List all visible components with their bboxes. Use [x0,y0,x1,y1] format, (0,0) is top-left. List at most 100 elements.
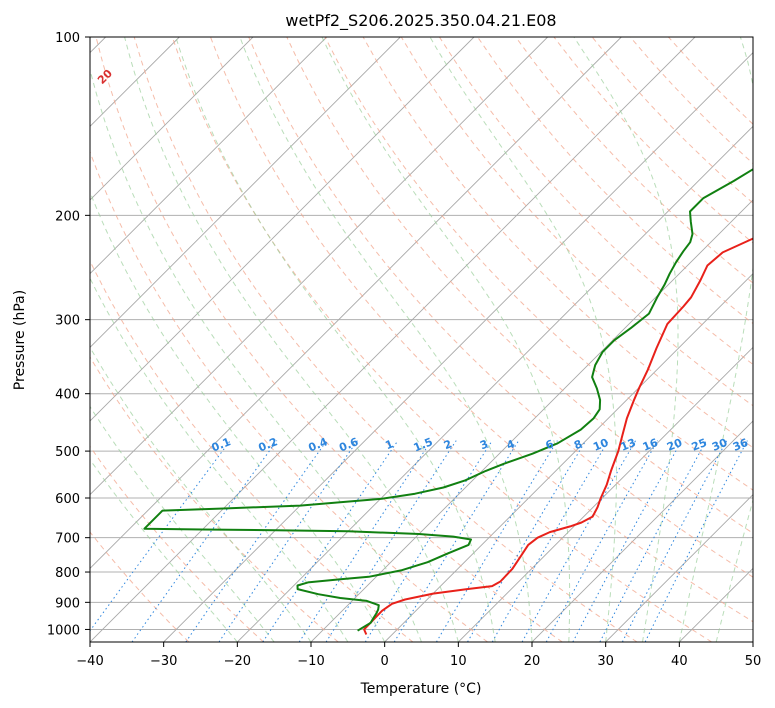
dry-adiabat-line [591,37,753,204]
moist-adiabat-line [90,458,238,642]
y-tick-label: 100 [55,31,80,46]
mixing-ratio-line [325,440,457,642]
isotherm-line [679,567,753,642]
mixing-ratio-label: 0.6 [337,435,360,454]
dry-adiabat-line [90,445,264,642]
isotherm-line [163,52,753,642]
isotherm-line [605,494,753,642]
isotherm-line [752,641,753,642]
dry-adiabat-line [248,37,753,578]
profile-lines [143,168,753,635]
y-tick-label: 700 [55,532,80,547]
mixing-ratio-line [393,440,520,642]
isotherm-line [458,346,753,642]
dry-adiabat-line [668,37,753,125]
dry-adiabat-line [133,37,638,642]
dry-adiabat-line [90,259,414,642]
chart-title: wetPf2_S206.2025.350.04.21.E08 [285,11,556,31]
moist-adiabat-line [90,277,349,642]
dry-adiabat-line [90,150,488,642]
dry-adiabat-line [515,37,753,284]
x-tick-label: −10 [297,654,324,669]
mixing-ratio-label: 4 [505,437,517,452]
x-tick-label: −40 [76,654,103,669]
moist-adiabat-line [715,498,753,642]
isotherm-line [90,37,475,422]
mixing-ratio-line [467,440,587,642]
isotherm-line [531,420,753,642]
temperature-line [363,237,753,635]
moist-adiabat-line [321,37,571,642]
mixing-ratio-label: 2 [442,437,454,452]
mixing-ratio-line [621,440,728,642]
mixing-ratio-line [185,440,328,642]
dewpoint-line [143,168,753,632]
x-tick-label: 30 [597,654,614,669]
mixing-ratio-label: 25 [690,436,709,454]
mixing-ratio-label: 0.2 [256,435,279,454]
y-tick-label: 900 [55,596,80,611]
dry-adiabat-line [171,37,712,642]
moist-adiabat-line [90,346,312,642]
x-tick-label: 50 [745,654,762,669]
dry-adiabat-line [400,37,753,407]
x-tick-label: 10 [450,654,467,669]
x-tick-label: 20 [524,654,541,669]
isotherm-line [90,37,401,348]
moist-adiabat-line [678,37,753,642]
background-lines [90,37,753,642]
mixing-ratio-label: 0.1 [210,435,233,454]
x-axis: −40 −30 −20 −10 0 10 20 30 40 50 [76,642,761,669]
y-tick-label: 400 [55,388,80,403]
mixing-ratio-line [599,440,707,642]
mixing-ratio-line [435,440,558,642]
mixing-ratio-line [298,440,432,642]
mixing-ratio-label: 0.4 [306,435,329,454]
x-tick-label: −20 [224,654,251,669]
mixing-ratio-label: 36 [731,436,750,454]
x-tick-label: 0 [381,654,389,669]
mixing-ratio-line [364,440,493,642]
mixing-ratio-line [521,440,637,642]
mixing-ratio-label: 13 [619,436,638,454]
dry-adiabat-line [210,37,753,623]
moist-adiabat-line [429,37,617,642]
moist-adiabat-line [573,37,679,642]
isotherm-line [90,37,696,642]
dry-adiabat-line [286,37,753,534]
dry-adiabat-label: 20 [95,67,115,87]
y-tick-label: 200 [55,209,80,224]
isotherm-line [90,37,622,569]
y-axis-label: Pressure (hPa) [12,290,28,390]
y-tick-label: 1000 [47,623,80,638]
isotherm-line [90,37,327,275]
mixing-ratio-label: 1.5 [412,435,435,454]
mixing-ratio-line [644,440,748,642]
y-tick-label: 500 [55,445,80,460]
dry-adiabat-line [90,531,190,642]
dry-adiabat-line [438,37,753,366]
mixing-ratio-line [545,440,659,642]
dry-adiabat-line [95,37,563,642]
mixing-ratio-label: 30 [710,436,729,454]
moist-adiabat-line [90,405,275,642]
y-tick-label: 300 [55,314,80,329]
moist-adiabat-line [175,37,496,642]
moist-adiabat-line [124,37,459,642]
mixing-ratio-line [90,440,231,632]
y-tick-label: 600 [55,492,80,507]
isotherm-line [310,199,753,642]
x-tick-label: −30 [150,654,177,669]
mixing-ratio-label: 8 [572,437,584,452]
isotherm-line [90,37,548,496]
isotherm-line [384,273,753,642]
mixing-ratio-label: 3 [478,437,490,452]
mixing-ratio-line [491,440,609,642]
y-axis: 100 200 300 400 500 600 700 800 900 1000 [47,31,90,638]
mixing-ratio-label: 10 [591,436,610,454]
isotherm-line [237,125,753,642]
mixing-ratio-line [131,440,278,642]
isotherm-line [90,37,254,201]
mixing-ratio-label: 20 [665,436,684,454]
x-tick-label: 40 [671,654,688,669]
